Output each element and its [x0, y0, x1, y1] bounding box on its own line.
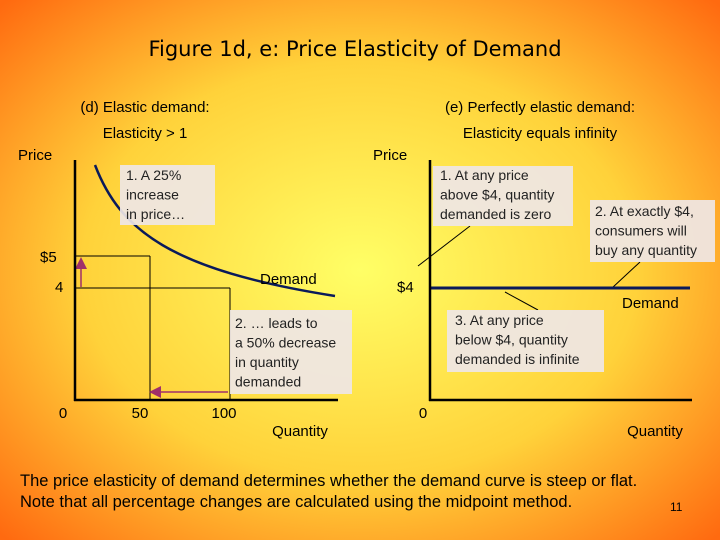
quantity-label: 100	[211, 405, 236, 422]
note-line: 1. At any price	[440, 167, 529, 183]
price-label: $5	[40, 249, 57, 266]
panel-heading: Elasticity > 1	[103, 125, 188, 142]
y-axis-label: Price	[373, 147, 407, 164]
page-number: 11	[670, 500, 683, 514]
x-axis-label: Quantity	[627, 423, 683, 440]
note-line: 3. At any price	[455, 312, 544, 328]
x-axis-label: Quantity	[272, 423, 328, 440]
note-line: increase	[126, 187, 179, 203]
pointer	[504, 291, 539, 311]
title: Figure 1d, e: Price Elasticity of Demand	[148, 37, 561, 61]
note-line: above $4, quantity	[440, 187, 554, 203]
footer-text: The price elasticity of demand determine…	[20, 472, 637, 490]
y-axis-label: Price	[18, 147, 52, 164]
note-line: consumers will	[595, 223, 687, 239]
note-line: 2. … leads to	[235, 315, 318, 331]
curve-label: Demand	[622, 295, 679, 312]
note: 3. At any price below $4, quantity demande…	[455, 312, 580, 367]
note: 2. … leads to a 50% decrease in quantity de…	[235, 315, 336, 390]
note-line: below $4, quantity	[455, 332, 568, 348]
note-line: in quantity	[235, 354, 299, 370]
note-line: demanded	[235, 374, 301, 390]
note-line: 2. At exactly $4,	[595, 203, 694, 219]
price-label: 4	[55, 279, 63, 296]
note-box	[590, 200, 715, 262]
note-box	[447, 310, 604, 372]
note-line: in price…	[126, 206, 185, 222]
note-line: 1. A 25%	[126, 167, 181, 183]
price-label: $4	[397, 279, 414, 296]
note-line: demanded is infinite	[455, 351, 580, 367]
note-box	[230, 310, 352, 394]
note-line: a 50% decrease	[235, 335, 336, 351]
panel-heading: (d) Elastic demand:	[80, 99, 209, 116]
footer-text: Note that all percentage changes are cal…	[20, 493, 572, 511]
quantity-label: 50	[132, 405, 149, 422]
pointer	[611, 261, 641, 289]
demand-curve	[93, 164, 336, 298]
note-box	[433, 166, 573, 226]
curve-label: Demand	[260, 271, 317, 288]
quantity-label: 0	[419, 405, 427, 422]
note: 2. At exactly $4, consumers will buy any q…	[595, 203, 697, 258]
note: 1. At any price above $4, quantity demande…	[440, 167, 554, 222]
panel-heading: Elasticity equals infinity	[463, 125, 618, 142]
note-line: buy any quantity	[595, 242, 697, 258]
panel-heading: (e) Perfectly elastic demand:	[445, 99, 635, 116]
note: 1. A 25% increase in price…	[126, 167, 185, 222]
note-box	[120, 165, 215, 225]
quantity-label: 0	[59, 405, 67, 422]
pointer	[417, 225, 471, 267]
note-line: demanded is zero	[440, 206, 552, 222]
